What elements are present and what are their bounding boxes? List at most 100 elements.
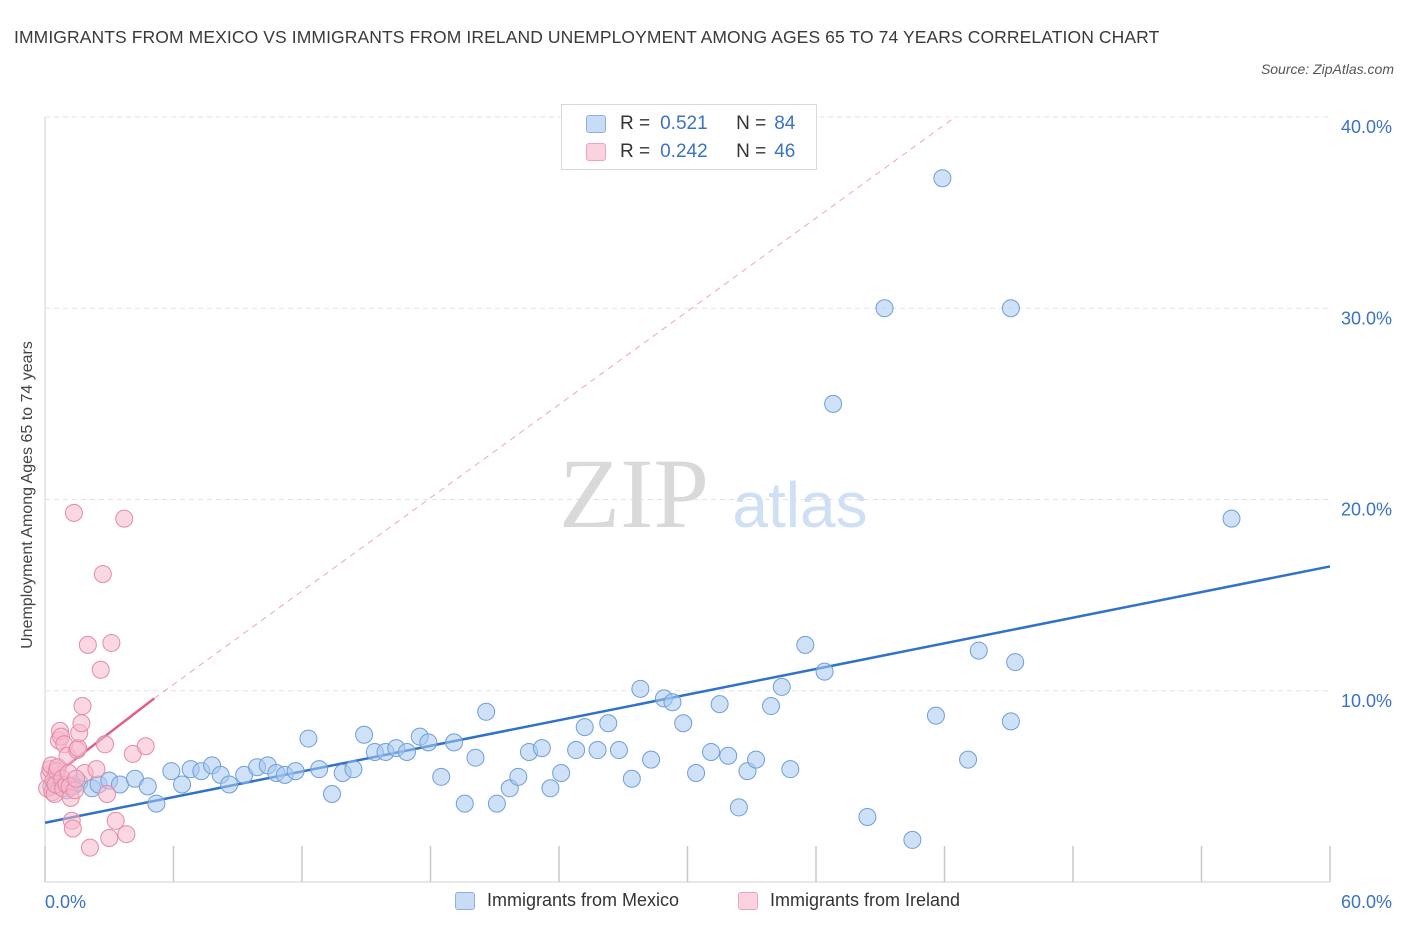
ireland-point bbox=[91, 660, 110, 679]
mexico-point bbox=[959, 750, 978, 769]
mexico-point bbox=[729, 798, 748, 817]
mexico-point bbox=[622, 769, 641, 788]
n-value: 84 bbox=[774, 113, 796, 134]
mexico-point bbox=[858, 807, 877, 826]
ireland-point bbox=[67, 769, 86, 788]
mexico-point bbox=[926, 706, 945, 725]
watermark-zip: ZIP bbox=[559, 438, 709, 549]
stats-row-ireland: R = 0.242 N = 46 bbox=[586, 139, 795, 165]
mexico-point bbox=[824, 394, 843, 413]
ireland-point bbox=[64, 503, 83, 522]
ireland-point bbox=[87, 760, 106, 779]
mexico-point bbox=[445, 733, 464, 752]
mexico-point bbox=[541, 779, 560, 798]
mexico-point bbox=[552, 763, 571, 782]
y-tick-label: 40.0% bbox=[1341, 117, 1392, 137]
mexico-point bbox=[466, 748, 485, 767]
mexico-point bbox=[477, 702, 496, 721]
mexico-point bbox=[781, 760, 800, 779]
y-tick-label: 20.0% bbox=[1341, 500, 1392, 520]
ireland-point bbox=[73, 697, 92, 716]
ireland-point bbox=[100, 829, 119, 848]
mexico-point bbox=[609, 741, 628, 760]
mexico-point bbox=[588, 741, 607, 760]
mexico-point bbox=[344, 760, 363, 779]
stats-row-mexico: R = 0.521 N = 84 bbox=[586, 111, 795, 137]
mexico-point bbox=[419, 733, 438, 752]
mexico-point bbox=[532, 739, 551, 758]
mexico-point bbox=[286, 762, 305, 781]
ireland-point bbox=[102, 633, 121, 652]
mexico-legend-swatch bbox=[455, 891, 475, 910]
ireland-point bbox=[95, 735, 114, 754]
stats-legend: R = 0.521 N = 84 R = 0.242 N = 46 bbox=[561, 104, 817, 170]
mexico-point bbox=[642, 750, 661, 769]
mexico-point bbox=[173, 775, 192, 794]
mexico-swatch bbox=[586, 115, 606, 133]
ireland-swatch bbox=[586, 143, 606, 161]
mexico-point bbox=[719, 746, 738, 765]
mexico-point bbox=[162, 762, 181, 781]
mexico-point bbox=[875, 299, 894, 318]
mexico-trend-line bbox=[44, 565, 1331, 824]
n-label: N = bbox=[736, 141, 767, 162]
tick-labels: 10.0% 20.0% 30.0% 40.0% 0.0% 60.0% bbox=[45, 117, 1392, 912]
legend-item-ireland: Immigrants from Ireland bbox=[738, 890, 960, 911]
mexico-point bbox=[933, 169, 952, 188]
mexico-point bbox=[631, 679, 650, 698]
watermark-atlas: atlas bbox=[732, 469, 867, 541]
mexico-point bbox=[702, 742, 721, 761]
mexico-point bbox=[969, 641, 988, 660]
ireland-point bbox=[106, 811, 125, 830]
ireland-point bbox=[78, 635, 97, 654]
mexico-point bbox=[815, 662, 834, 681]
mexico-point bbox=[147, 794, 166, 813]
r-label: R = bbox=[620, 113, 651, 134]
x-tick-label: 60.0% bbox=[1341, 892, 1392, 912]
mexico-point bbox=[487, 794, 506, 813]
mexico-point bbox=[747, 750, 766, 769]
ireland-point bbox=[93, 565, 112, 584]
mexico-point bbox=[1001, 299, 1020, 318]
mexico-point bbox=[220, 775, 239, 794]
mexico-point bbox=[710, 695, 729, 714]
mexico-point bbox=[687, 763, 706, 782]
watermark: ZIP atlas bbox=[559, 438, 868, 549]
mexico-point bbox=[138, 777, 157, 796]
mexico-point bbox=[1006, 653, 1025, 672]
mexico-point bbox=[455, 794, 474, 813]
r-value: 0.242 bbox=[660, 141, 708, 162]
mexico-point bbox=[509, 767, 528, 786]
mexico-point bbox=[599, 714, 618, 733]
ireland-point bbox=[98, 785, 117, 804]
mexico-point bbox=[432, 767, 451, 786]
mexico-point bbox=[762, 697, 781, 716]
ireland-point bbox=[115, 509, 134, 528]
mexico-point bbox=[772, 677, 791, 696]
mexico-point bbox=[903, 830, 922, 849]
mexico-point bbox=[567, 741, 586, 760]
ireland-point bbox=[69, 739, 88, 758]
y-tick-label: 30.0% bbox=[1341, 308, 1392, 328]
ireland-point bbox=[136, 737, 155, 756]
n-label: N = bbox=[736, 113, 767, 134]
mexico-point bbox=[663, 693, 682, 712]
r-label: R = bbox=[620, 141, 651, 162]
mexico-point bbox=[1222, 509, 1241, 528]
legend-item-mexico: Immigrants from Mexico bbox=[455, 890, 679, 911]
mexico-point bbox=[397, 742, 416, 761]
chart-title: IMMIGRANTS FROM MEXICO VS IMMIGRANTS FRO… bbox=[14, 27, 1160, 47]
data-points bbox=[38, 169, 1241, 857]
mexico-point bbox=[310, 760, 329, 779]
ireland-point bbox=[63, 819, 82, 838]
source-label: Source: ZipAtlas.com bbox=[1260, 61, 1394, 77]
mexico-point bbox=[575, 718, 594, 737]
legend-label-ireland: Immigrants from Ireland bbox=[770, 890, 961, 910]
ireland-point bbox=[117, 825, 136, 844]
ireland-point bbox=[72, 714, 91, 733]
mexico-point bbox=[299, 729, 318, 748]
mexico-point bbox=[1001, 712, 1020, 731]
ireland-point bbox=[80, 838, 99, 857]
series-legend: Immigrants from Mexico Immigrants from I… bbox=[0, 890, 1406, 914]
ireland-legend-swatch bbox=[738, 891, 758, 910]
